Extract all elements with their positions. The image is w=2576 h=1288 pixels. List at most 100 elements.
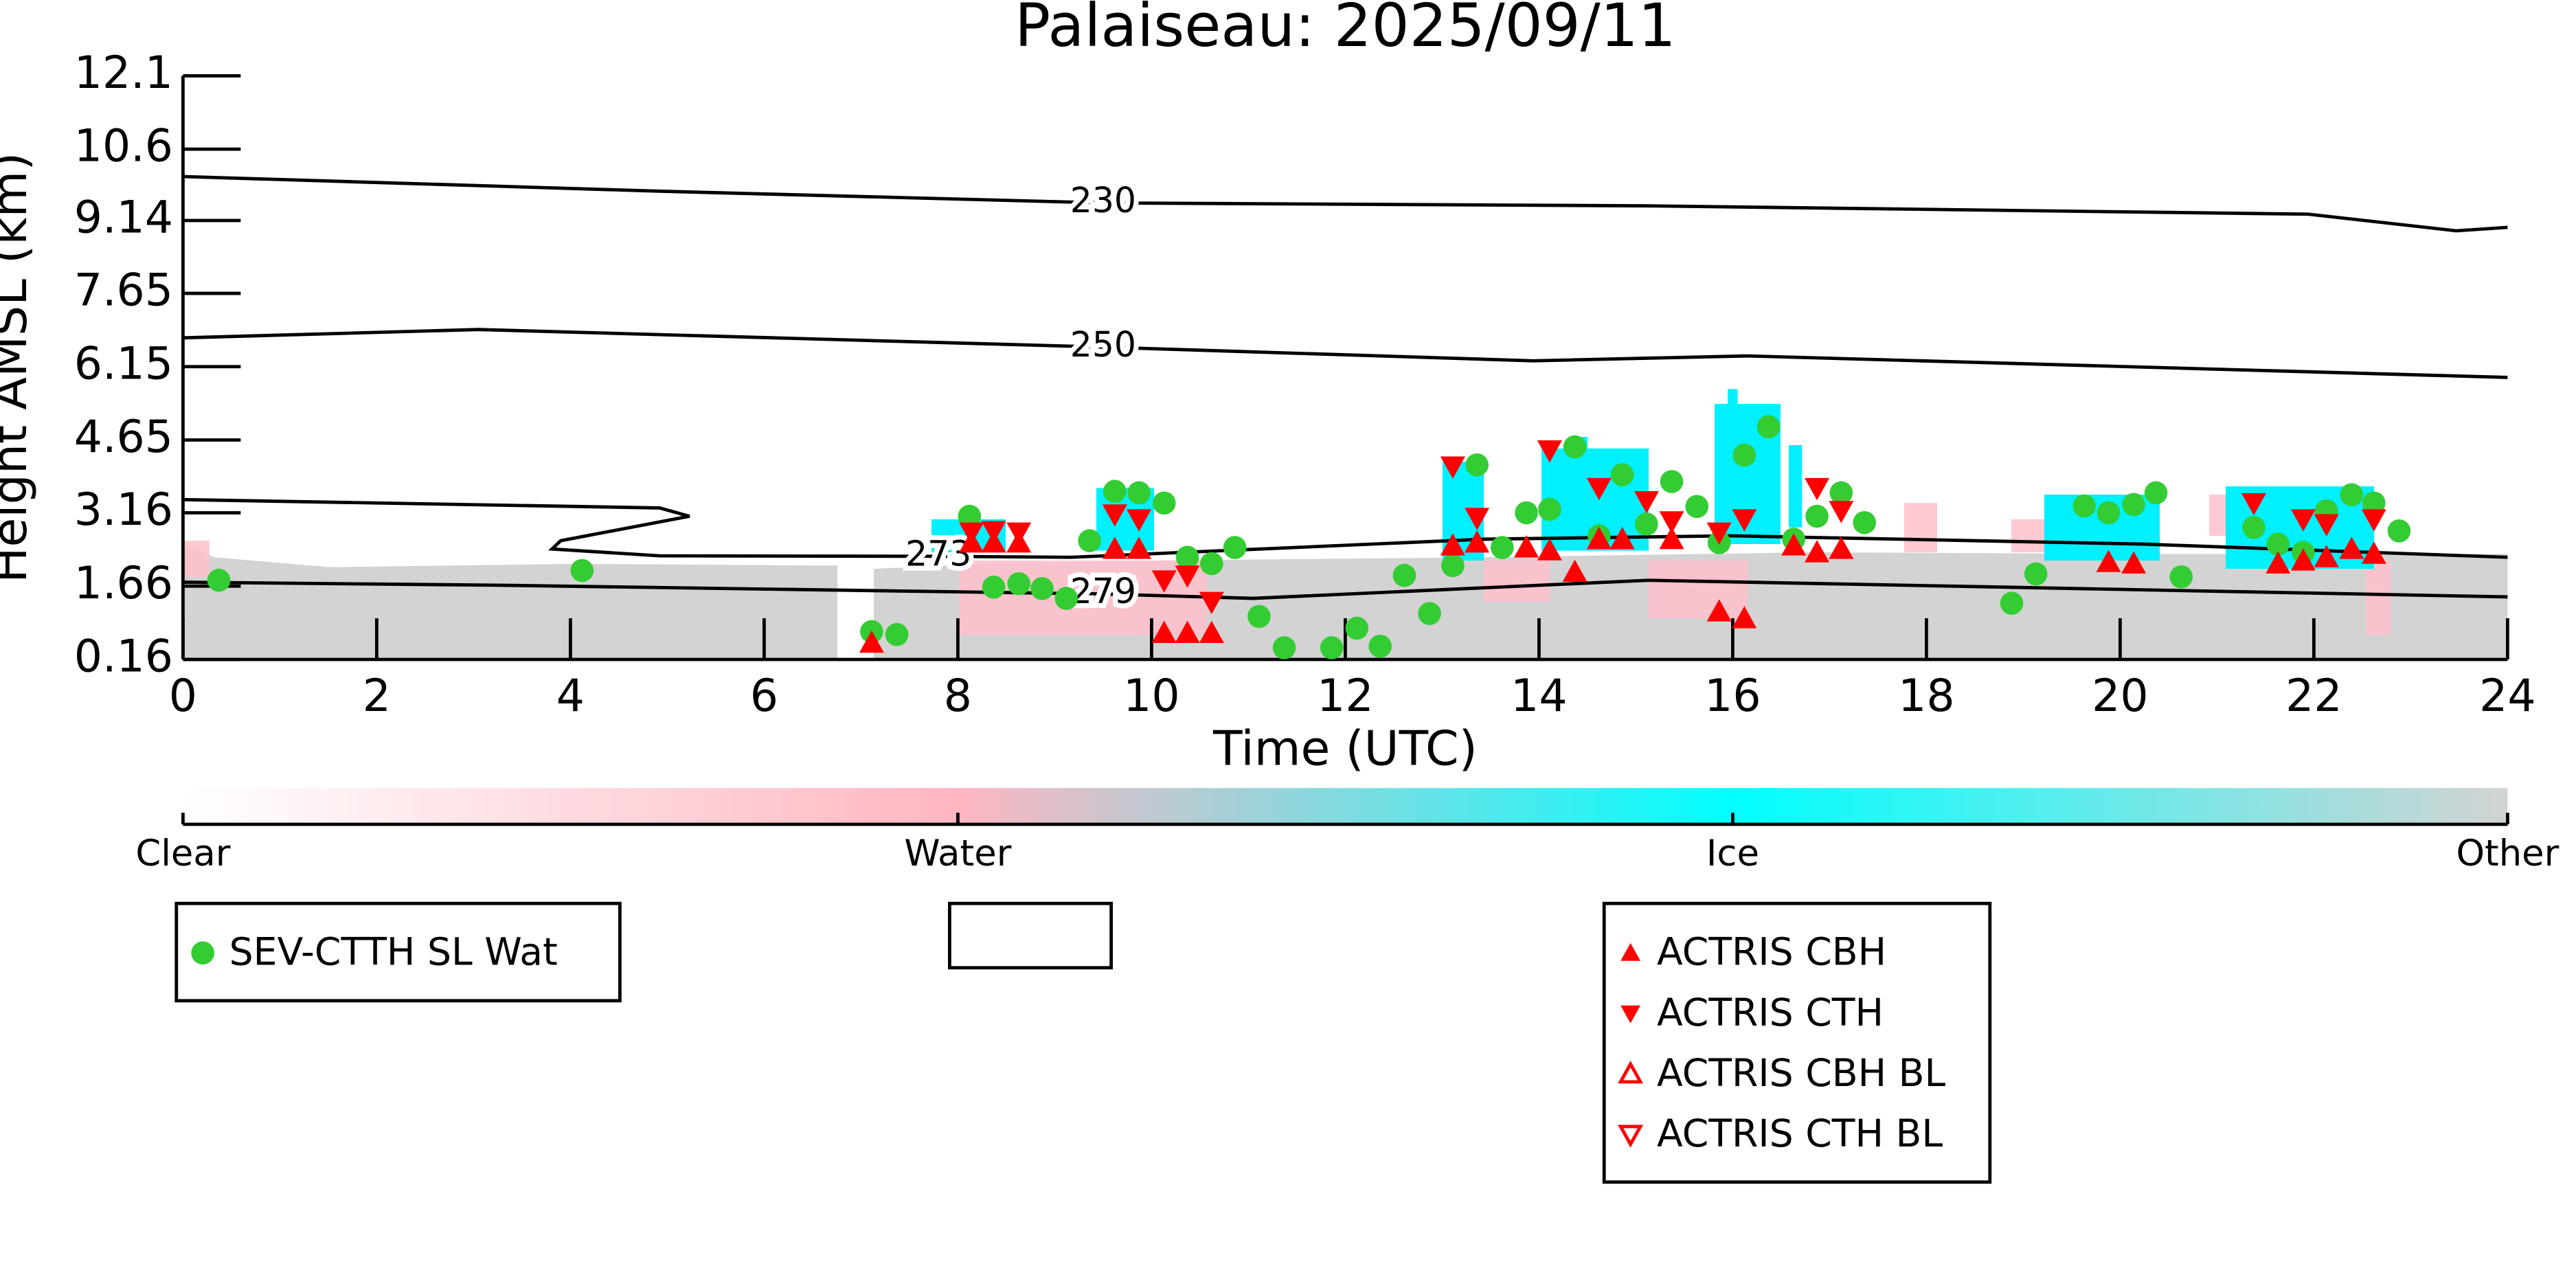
data-point [2072, 494, 2097, 518]
data-point [1006, 522, 1032, 545]
data-point [1151, 620, 1177, 643]
data-point [2340, 483, 2364, 507]
data-point [982, 575, 1006, 599]
data-point [2242, 516, 2266, 539]
x-tick-label: 20 [2092, 670, 2148, 722]
y-tick-label: 1.66 [74, 558, 173, 609]
data-point [1175, 545, 1199, 569]
data-point [1465, 530, 1490, 553]
legend-label: SEV-CTTH SL Wat [229, 931, 558, 975]
y-axis-label: Height AMSL (km) [0, 152, 38, 583]
contour-label: 230 [1070, 180, 1136, 221]
data-point [2361, 509, 2386, 532]
data-point [2266, 551, 2291, 574]
colorbar [183, 788, 2508, 824]
x-tick-label: 14 [1511, 670, 1567, 722]
data-point [1805, 477, 1830, 501]
data-point [1465, 508, 1490, 530]
data-point [1562, 559, 1588, 583]
data-point [1175, 620, 1200, 643]
data-point [2290, 509, 2316, 532]
data-point [2387, 519, 2411, 543]
contour-line [183, 578, 2508, 600]
data-point [2097, 501, 2121, 525]
data-point [1247, 605, 1271, 629]
colorbar-label: Clear [135, 833, 230, 874]
data-point [1320, 636, 1344, 659]
data-point [885, 622, 909, 646]
data-point [2169, 565, 2193, 589]
data-point [1829, 501, 1854, 523]
colorbar-label: Other [2456, 833, 2559, 874]
data-point [2000, 591, 2024, 615]
data-point [1151, 570, 1177, 593]
data-point [1199, 591, 1224, 615]
data-point [1200, 552, 1223, 576]
x-tick-label: 2 [363, 670, 391, 722]
data-point [1660, 470, 1684, 493]
data-point [1706, 522, 1732, 545]
data-point [1805, 504, 1829, 528]
data-point [2362, 491, 2386, 515]
data-point [2144, 481, 2168, 505]
data-point [1007, 572, 1031, 596]
data-point [2096, 550, 2121, 572]
data-point [2024, 562, 2048, 586]
legend-label: ACTRIS CTH [1657, 991, 1884, 1035]
contour-line [183, 174, 2508, 233]
contour-label: 279 [1070, 571, 1136, 611]
data-point [2314, 514, 2339, 536]
data-point [1659, 526, 1684, 550]
data-point [2266, 532, 2290, 556]
data-point [1345, 616, 1369, 640]
data-point [1054, 587, 1078, 610]
data-point [1127, 509, 1152, 532]
data-point [981, 521, 1006, 543]
x-tick-label: 10 [1123, 670, 1179, 722]
legend-marker [1620, 942, 1640, 961]
data-point [1102, 536, 1127, 559]
data-point [1491, 536, 1514, 559]
data-point [2314, 545, 2339, 567]
data-point [1756, 415, 1781, 439]
data-point [1829, 481, 1853, 505]
x-tick-label: 8 [944, 670, 972, 722]
contour-line [183, 328, 2508, 379]
x-tick-label: 16 [1704, 670, 1761, 722]
x-tick-label: 18 [1898, 670, 1954, 722]
data-point [1805, 540, 1830, 563]
legend-marker [1620, 1005, 1640, 1024]
data-point [1634, 491, 1659, 514]
x-tick-label: 0 [169, 670, 197, 722]
data-point [1102, 504, 1127, 527]
y-tick-label: 12.1 [74, 47, 173, 99]
legend-box [1602, 901, 1992, 1184]
x-tick-label: 24 [2479, 670, 2535, 722]
x-axis-label: Time (UTC) [1212, 721, 1478, 776]
data-point [1514, 535, 1539, 558]
legend-label: ACTRIS CBH [1657, 931, 1886, 975]
data-point [958, 504, 982, 528]
legend-marker [1618, 1061, 1644, 1084]
contour-label: 250 [1070, 324, 1136, 365]
data-point [1610, 463, 1634, 486]
legend-marker [191, 941, 214, 964]
y-tick-label: 3.16 [74, 484, 173, 536]
data-point [1272, 636, 1296, 659]
data-point [1537, 440, 1562, 463]
data-point [207, 568, 231, 592]
data-point [1706, 599, 1732, 622]
y-tick-label: 6.15 [74, 338, 173, 389]
data-point [1418, 602, 1441, 625]
data-point [859, 630, 884, 653]
data-point [1103, 479, 1127, 504]
data-point [2339, 536, 2364, 559]
data-point [1732, 509, 1757, 532]
x-tick-label: 12 [1317, 670, 1373, 722]
data-point [1563, 435, 1587, 459]
data-point [1685, 495, 1709, 519]
legend-label: ACTRIS CBH BL [1657, 1052, 1946, 1096]
data-point [2122, 493, 2145, 517]
data-point [1127, 536, 1152, 559]
